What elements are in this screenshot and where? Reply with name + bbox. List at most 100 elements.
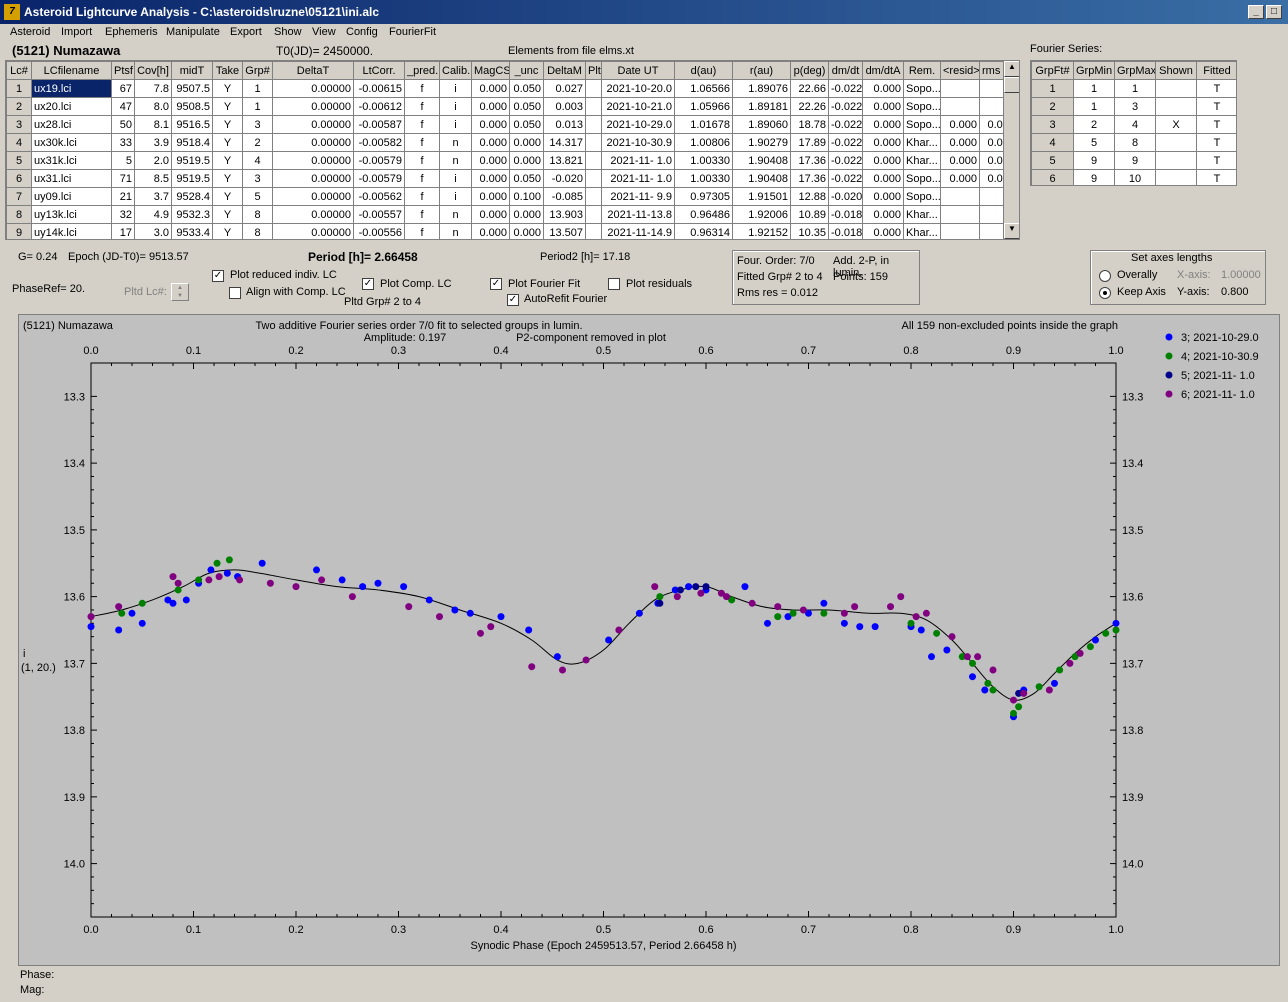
table-cell[interactable]: 3	[1114, 97, 1156, 116]
table-cell[interactable]: 12.88	[790, 187, 829, 206]
table-cell[interactable]: uy13k.lci	[31, 205, 112, 224]
table-cell[interactable]: 2021-10-30.9	[601, 133, 675, 152]
table-cell[interactable]: 22.66	[790, 79, 829, 98]
table-cell[interactable]: 10.35	[790, 223, 829, 239]
table-cell[interactable]: 0.000	[471, 115, 510, 134]
table-cell[interactable]: Y	[212, 151, 243, 170]
table-cell[interactable]: n	[439, 133, 472, 152]
table-cell[interactable]: T	[1196, 79, 1236, 98]
table-cell[interactable]: 0.00000	[272, 115, 354, 134]
table-cell[interactable]: T	[1196, 133, 1236, 152]
table-cell[interactable]: 0.027	[543, 79, 586, 98]
lc-column-header[interactable]: dm/dt	[828, 61, 863, 80]
table-cell[interactable]	[585, 97, 602, 116]
table-cell[interactable]: Sopo...	[903, 97, 941, 116]
table-cell[interactable]: 1.90279	[732, 133, 791, 152]
table-cell[interactable]: 0.000	[862, 79, 904, 98]
table-cell[interactable]: ux31k.lci	[31, 151, 112, 170]
table-row[interactable]: 4 ux30k.lci 33 3.9 9518.4 Y 2 0.00000 -0.00582 f n…	[6, 133, 1018, 152]
overall-radio[interactable]	[1099, 270, 1111, 282]
table-cell[interactable]: 3.7	[134, 187, 172, 206]
table-cell[interactable]: 17	[111, 223, 135, 239]
table-cell[interactable]: Y	[212, 223, 243, 239]
plot-fourier-checkbox[interactable]: ✓	[490, 278, 502, 290]
table-cell[interactable]: 0.000	[471, 223, 510, 239]
lc-column-header[interactable]: Calib.	[439, 61, 472, 80]
table-cell[interactable]: Khar...	[903, 133, 941, 152]
table-cell[interactable]: 0.000	[509, 151, 544, 170]
plot-residuals-checkbox[interactable]	[608, 278, 620, 290]
table-cell[interactable]: T	[1196, 97, 1236, 116]
table-cell[interactable]: 17.36	[790, 151, 829, 170]
table-cell[interactable]: 0.050	[509, 97, 544, 116]
table-cell[interactable]	[585, 205, 602, 224]
table-cell[interactable]: 9532.3	[171, 205, 213, 224]
table-cell[interactable]: 13.821	[543, 151, 586, 170]
table-cell[interactable]: 1.89181	[732, 97, 791, 116]
menu-show[interactable]: Show	[274, 26, 302, 38]
table-cell[interactable]: 0.000	[471, 97, 510, 116]
align-comp-checkbox[interactable]	[229, 287, 241, 299]
lc-column-header[interactable]: <resid>	[940, 61, 980, 80]
lc-column-header[interactable]: Rem.	[903, 61, 941, 80]
table-cell[interactable]: n	[439, 205, 472, 224]
table-cell[interactable]: 1.00330	[674, 169, 733, 188]
table-cell[interactable]: 4	[6, 133, 32, 152]
table-cell[interactable]: -0.020	[828, 187, 863, 206]
lc-column-header[interactable]: LCfilename	[31, 61, 112, 80]
lc-column-header[interactable]: r(au)	[732, 61, 791, 80]
table-cell[interactable]: -0.00557	[353, 205, 405, 224]
table-cell[interactable]: 1	[1114, 79, 1156, 98]
table-cell[interactable]: -0.00562	[353, 187, 405, 206]
table-cell[interactable]: 0.000	[862, 169, 904, 188]
lc-column-header[interactable]: MagCS	[471, 61, 510, 80]
table-cell[interactable]: 2	[242, 133, 273, 152]
table-cell[interactable]	[1155, 151, 1197, 170]
table-cell[interactable]: 1	[242, 97, 273, 116]
table-cell[interactable]	[1155, 97, 1197, 116]
table-cell[interactable]: 0.000	[940, 133, 980, 152]
table-cell[interactable]: 0.00000	[272, 79, 354, 98]
table-cell[interactable]: 8	[1114, 133, 1156, 152]
table-cell[interactable]: 5	[1073, 133, 1115, 152]
table-cell[interactable]: 4	[242, 151, 273, 170]
table-cell[interactable]: 0.00000	[272, 187, 354, 206]
lc-column-header[interactable]: Plt	[585, 61, 602, 80]
table-cell[interactable]: 0.00000	[272, 205, 354, 224]
table-cell[interactable]: 2021-10-20.0	[601, 79, 675, 98]
table-cell[interactable]: 4	[1031, 133, 1074, 152]
table-cell[interactable]: 0.000	[471, 79, 510, 98]
table-cell[interactable]: 2021-11-14.9	[601, 223, 675, 239]
table-cell[interactable]: 8.1	[134, 115, 172, 134]
lc-column-header[interactable]: Lc#	[6, 61, 32, 80]
table-cell[interactable]: Khar...	[903, 205, 941, 224]
menu-fourierfit[interactable]: FourierFit	[389, 26, 437, 38]
table-cell[interactable]: 9516.5	[171, 115, 213, 134]
table-cell[interactable]: 2021-11-13.8	[601, 205, 675, 224]
table-cell[interactable]: 14.317	[543, 133, 586, 152]
table-cell[interactable]: 1.90408	[732, 169, 791, 188]
table-cell[interactable]: Sopo...	[903, 79, 941, 98]
table-cell[interactable]: 9508.5	[171, 97, 213, 116]
table-cell[interactable]: 8	[242, 205, 273, 224]
table-cell[interactable]: f	[404, 97, 440, 116]
table-cell[interactable]: Sopo...	[903, 169, 941, 188]
table-cell[interactable]: 5	[242, 187, 273, 206]
table-cell[interactable]: 32	[111, 205, 135, 224]
table-cell[interactable]: -0.022	[828, 97, 863, 116]
menu-config[interactable]: Config	[346, 26, 378, 38]
chart-svg[interactable]: (5121) Numazawa Two additive Fourier seri…	[19, 315, 1279, 965]
table-cell[interactable]: 0.000	[940, 115, 980, 134]
table-cell[interactable]: -0.00587	[353, 115, 405, 134]
table-cell[interactable]: 0.000	[862, 115, 904, 134]
table-cell[interactable]: 0.000	[862, 223, 904, 239]
table-cell[interactable]: 0.000	[940, 151, 980, 170]
table-row[interactable]: 1 ux19.lci 67 7.8 9507.5 Y 1 0.00000 -0.00615 f i 0…	[6, 79, 1018, 98]
lc-column-header[interactable]: _pred.	[404, 61, 440, 80]
table-cell[interactable]: 9507.5	[171, 79, 213, 98]
menu-export[interactable]: Export	[230, 26, 262, 38]
table-cell[interactable]: 1	[6, 79, 32, 98]
fourier-column-header[interactable]: GrpMax	[1114, 61, 1156, 80]
table-cell[interactable]	[940, 79, 980, 98]
table-cell[interactable]: Sopo...	[903, 187, 941, 206]
